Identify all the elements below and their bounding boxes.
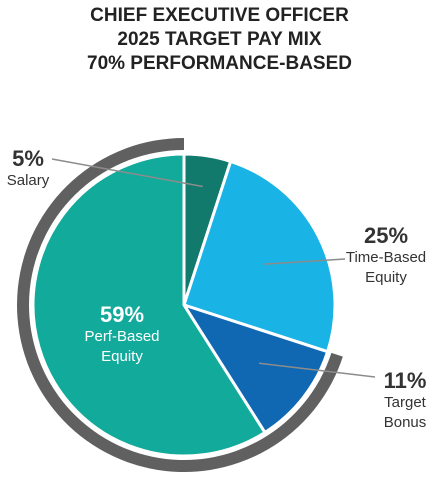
data-label-target-bonus: 11% (384, 368, 427, 393)
category-label-time-based-equity-line-1: Time-Based (346, 249, 426, 266)
pie-slice-time-based-equity (182, 159, 337, 354)
category-label-salary: Salary (7, 172, 50, 189)
data-label-salary: 5% (12, 146, 44, 171)
title-line-1: CHIEF EXECUTIVE OFFICER (90, 5, 349, 26)
category-label-target-bonus-line-1: Target (384, 394, 427, 411)
pie-slice-perf-based-equity (31, 152, 267, 458)
leader-line-salary (51, 158, 203, 188)
category-label-target-bonus-line-2: Bonus (384, 414, 427, 431)
pie-slice-target-bonus (180, 302, 330, 435)
data-label-perf-based-equity: 59% (100, 302, 144, 327)
category-label-perf-based-equity-line-2: Equity (101, 348, 143, 365)
data-label-time-based-equity: 25% (364, 223, 408, 248)
leader-line-target-bonus (258, 362, 376, 378)
chart-title: CHIEF EXECUTIVE OFFICER 2025 TARGET PAY … (0, 4, 439, 76)
category-label-perf-based-equity-line-1: Perf-Based (84, 328, 159, 345)
category-label-time-based-equity-line-2: Equity (365, 269, 407, 286)
title-line-3: 70% PERFORMANCE-BASED (87, 53, 352, 74)
title-line-2: 2025 TARGET PAY MIX (117, 29, 322, 50)
leader-line-time-based-equity (264, 258, 346, 265)
